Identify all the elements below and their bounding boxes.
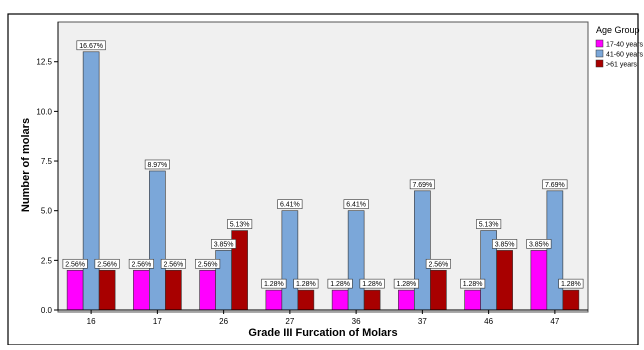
bar bbox=[149, 170, 166, 311]
legend-title: Age Group bbox=[596, 25, 640, 35]
x-tick-label: 37 bbox=[418, 317, 427, 326]
bar bbox=[562, 289, 580, 311]
bar bbox=[281, 210, 299, 311]
y-tick-label: 10.0 bbox=[36, 107, 52, 116]
x-axis-label: Grade III Furcation of Molars bbox=[248, 327, 397, 339]
bar bbox=[165, 269, 182, 311]
bars-layer bbox=[66, 51, 580, 311]
data-label: 5.13% bbox=[230, 222, 250, 229]
legend-swatch bbox=[595, 39, 604, 48]
data-label-box bbox=[62, 258, 88, 269]
data-label: 7.69% bbox=[545, 182, 565, 189]
y-tick-label: 12.5 bbox=[36, 58, 52, 67]
data-label-box bbox=[195, 258, 221, 269]
data-label: 3.85% bbox=[495, 241, 515, 248]
data-label-box bbox=[160, 258, 186, 269]
data-label-box bbox=[558, 278, 584, 289]
data-label: 3.85% bbox=[214, 241, 234, 248]
data-label: 1.28% bbox=[264, 281, 284, 288]
data-label: 1.28% bbox=[362, 281, 382, 288]
data-label: 6.41% bbox=[346, 202, 366, 209]
data-label-box bbox=[460, 278, 486, 289]
y-tick-label: 5.0 bbox=[41, 207, 53, 216]
bar bbox=[66, 269, 84, 311]
legend-label: 41-60 years bbox=[606, 52, 643, 59]
y-axis-label: Number of molars bbox=[20, 118, 32, 212]
bar bbox=[82, 51, 100, 311]
data-label: 2.56% bbox=[97, 261, 117, 268]
x-tick-label: 46 bbox=[484, 317, 493, 326]
data-label-box bbox=[94, 258, 120, 269]
data-label-box bbox=[393, 278, 419, 289]
data-label-box bbox=[144, 159, 170, 170]
data-label: 2.56% bbox=[65, 261, 85, 268]
bar bbox=[98, 269, 116, 311]
x-tick-label: 17 bbox=[153, 317, 162, 326]
data-label: 2.56% bbox=[131, 261, 151, 268]
bar bbox=[331, 289, 349, 311]
data-label-box bbox=[211, 239, 237, 249]
data-label: 16.67% bbox=[79, 43, 103, 50]
data-label: 2.56% bbox=[163, 261, 183, 268]
bar bbox=[347, 210, 365, 311]
data-label-box bbox=[76, 40, 106, 51]
data-label-box bbox=[343, 199, 369, 209]
data-label-box bbox=[293, 278, 319, 289]
data-label-box bbox=[542, 179, 568, 190]
data-label: 3.85% bbox=[529, 241, 549, 248]
data-label: 2.56% bbox=[198, 261, 218, 268]
axes-layer: 0.0 2.5 5.0 7.5 10.0 12.5 16 17 26 27 36 37 46 47 bbox=[36, 22, 588, 326]
data-label: 7.69% bbox=[412, 182, 432, 189]
data-label: 1.28% bbox=[330, 281, 350, 288]
bar bbox=[496, 250, 513, 311]
x-tick-label: 26 bbox=[219, 317, 228, 326]
legend-label: 17-40 years bbox=[606, 42, 643, 49]
data-label-box bbox=[277, 199, 303, 209]
bar bbox=[414, 190, 431, 311]
data-label-box bbox=[409, 179, 435, 190]
bar bbox=[464, 289, 481, 311]
data-label-box bbox=[476, 219, 502, 229]
data-label: 8.97% bbox=[147, 162, 167, 169]
data-label-box bbox=[526, 239, 552, 249]
bar bbox=[363, 289, 381, 311]
x-tick-label: 16 bbox=[87, 317, 96, 326]
data-label-box bbox=[227, 219, 253, 229]
data-label: 1.28% bbox=[561, 281, 581, 288]
data-label-box bbox=[492, 239, 518, 249]
legend-label: >61 years bbox=[606, 62, 637, 69]
data-label: 2.56% bbox=[428, 261, 448, 268]
data-label-box bbox=[128, 258, 154, 269]
y-tick-label: 2.5 bbox=[41, 256, 53, 265]
x-tick-label: 36 bbox=[352, 317, 361, 326]
bar bbox=[297, 289, 315, 311]
data-label: 1.28% bbox=[463, 281, 483, 288]
data-label: 1.28% bbox=[396, 281, 416, 288]
data-label-box bbox=[425, 258, 451, 269]
data-label: 6.41% bbox=[280, 202, 300, 209]
legend-swatch bbox=[595, 49, 604, 58]
x-tick-label: 47 bbox=[550, 317, 559, 326]
bar bbox=[430, 269, 447, 311]
legend: Age Group 17-40 years 41-60 years >61 year… bbox=[595, 25, 643, 69]
bar bbox=[398, 289, 415, 311]
x-tick-label: 27 bbox=[285, 317, 294, 326]
legend-swatch bbox=[595, 59, 604, 68]
data-label: 1.28% bbox=[296, 281, 316, 288]
bar bbox=[265, 289, 283, 311]
data-label-box bbox=[359, 278, 385, 289]
bar bbox=[199, 269, 216, 311]
data-label-box bbox=[261, 278, 287, 289]
y-tick-label: 0.0 bbox=[41, 306, 53, 315]
data-labels-layer: 2.56% 16.67% 2.56% 2.56% 8.97% 2.56% 2.56% 3.85… bbox=[62, 40, 584, 289]
y-tick-label: 7.5 bbox=[41, 157, 53, 166]
bar bbox=[530, 250, 548, 311]
data-label: 5.13% bbox=[479, 222, 499, 229]
data-label-box bbox=[327, 278, 353, 289]
bar bbox=[546, 190, 564, 311]
bar bbox=[133, 269, 150, 311]
